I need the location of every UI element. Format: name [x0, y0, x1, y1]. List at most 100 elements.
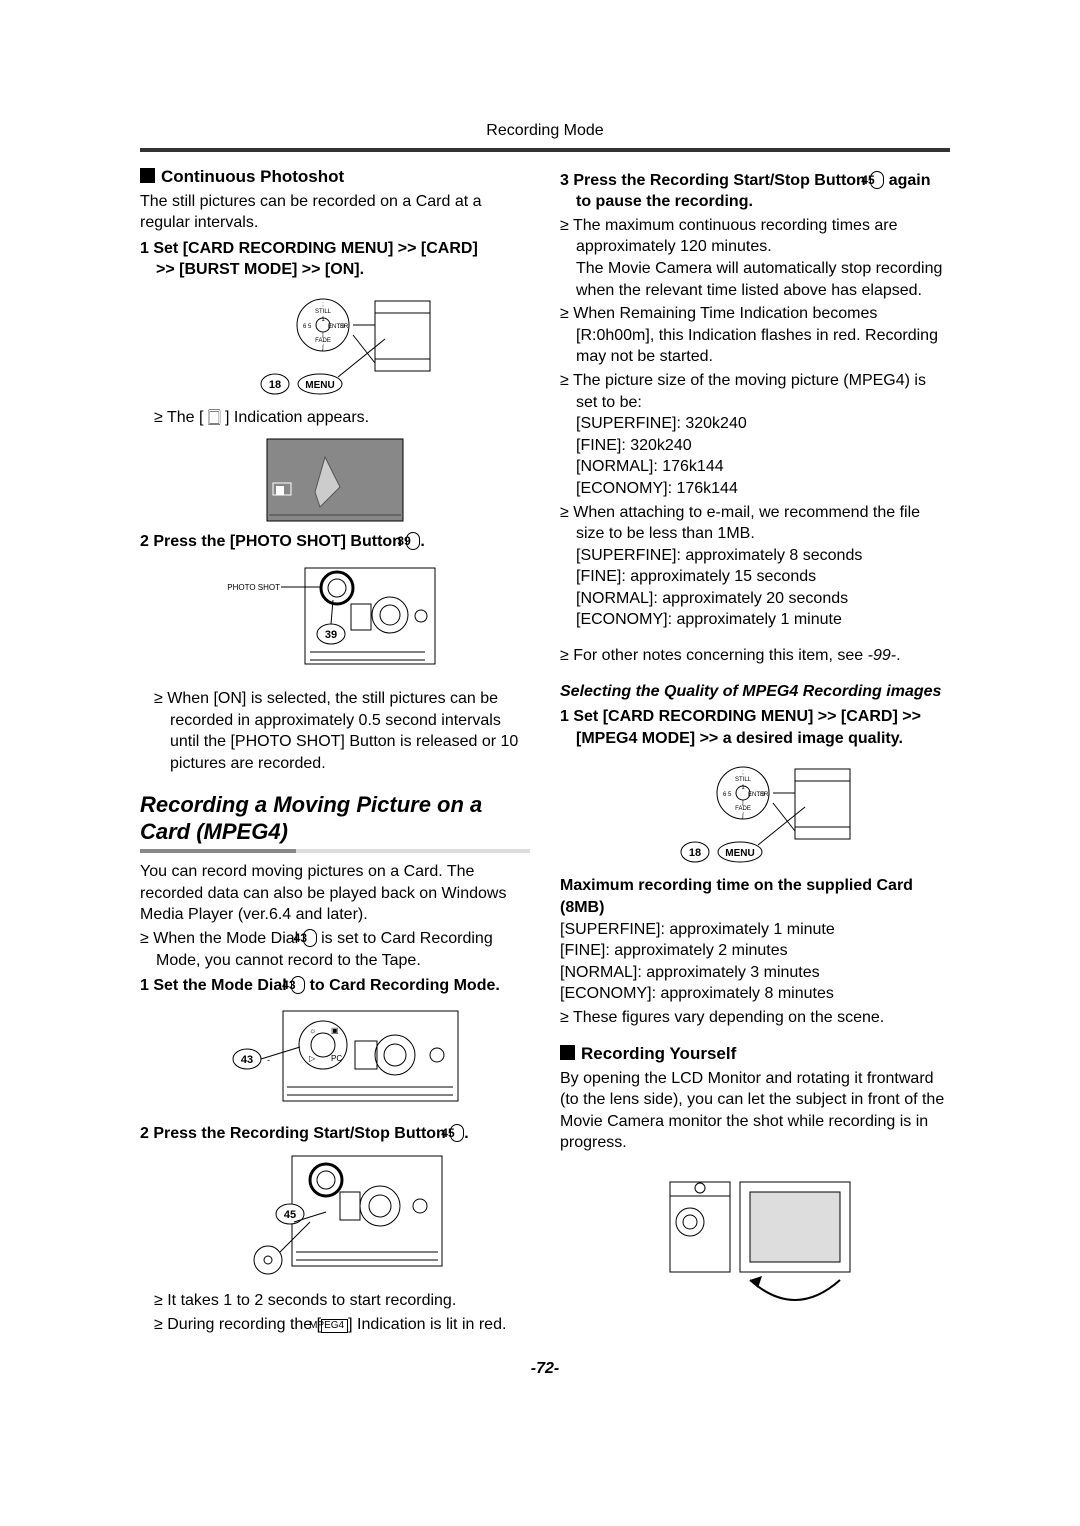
step-2-photoshot: 2 Press the [PHOTO SHOT] Button 39. — [140, 531, 530, 553]
note-b: ] Indication is lit in red. — [348, 1316, 506, 1333]
startstop-diagram-icon: 45 — [220, 1152, 450, 1282]
page-header: Recording Mode — [140, 120, 950, 142]
mode-dial-diagram-icon: ☼ ▣ ▷ PC 43 - — [205, 1005, 465, 1115]
square-bullet-icon — [560, 1045, 575, 1060]
email-economy: [ECONOMY]: approximately 1 minute — [560, 609, 950, 631]
svg-text:43: 43 — [241, 1054, 253, 1066]
step-text-a: 1 Set the Mode Dial — [140, 977, 291, 994]
mode-dial-figure: ☼ ▣ ▷ PC 43 - — [140, 1005, 530, 1115]
step-2-startstop: 2 Press the Recording Start/Stop Button … — [140, 1123, 530, 1145]
intro-text: The still pictures can be recorded on a … — [140, 191, 530, 234]
ref-text-a: For other notes concerning this item, se… — [573, 647, 867, 664]
max-recording-heading: Maximum recording time on the supplied C… — [560, 875, 950, 918]
step-text: 1 Set [CARD RECORDING MENU] >> [CARD] — [140, 240, 478, 257]
sample-photo-icon — [265, 437, 405, 523]
email-normal: [NORMAL]: approximately 20 seconds — [560, 588, 950, 610]
step-text-a: 3 Press the Recording Start/Stop Button — [560, 172, 870, 189]
svg-text:6 5: 6 5 — [303, 324, 312, 330]
svg-text:: 9: : 9 — [758, 792, 765, 798]
photoshot-diagram-icon: PHOTO SHOT 39 — [225, 560, 445, 680]
startstop-figure: 45 — [140, 1152, 530, 1282]
size-normal: [NORMAL]: 176k144 — [560, 456, 950, 478]
svg-text:▣: ▣ — [331, 1026, 339, 1035]
square-bullet-icon — [140, 168, 155, 183]
email-superfine: [SUPERFINE]: approximately 8 seconds — [560, 545, 950, 567]
email-note: When attaching to e-mail, we recommend t… — [560, 502, 950, 545]
svg-text:MENU: MENU — [725, 848, 754, 859]
lcd-rotate-diagram-icon — [650, 1162, 860, 1302]
size-superfine: [SUPERFINE]: 320k240 — [560, 413, 950, 435]
svg-text:: 9: : 9 — [338, 324, 345, 330]
size-fine: [FINE]: 320k240 — [560, 435, 950, 457]
mpeg4-indicator-icon: MPEG4 — [321, 1319, 348, 1333]
svg-text:∫: ∫ — [321, 331, 324, 338]
menu-diagram-icon: ; STILL 1 6 5 ENTER : 9 ∫ FADE ∫ 18 MENU — [645, 757, 865, 867]
step-text-end: . — [420, 533, 424, 550]
page-ref-99: -99- — [868, 647, 896, 664]
mpeg4-title: Recording a Moving Picture on a Card (MP… — [140, 792, 530, 845]
step-text-a: 2 Press the Recording Start/Stop Button — [140, 1125, 450, 1142]
takes-seconds-note: It takes 1 to 2 seconds to start recordi… — [154, 1290, 530, 1312]
svg-text:∫: ∫ — [321, 344, 324, 351]
svg-text:MENU: MENU — [305, 380, 334, 391]
mpeg4-indication-note: During recording the [MPEG4] Indication … — [154, 1314, 530, 1336]
ref-39-pill: 39 — [406, 532, 420, 550]
step-1-burst: 1 Set [CARD RECORDING MENU] >> [CARD] — [140, 238, 530, 260]
svg-text:-: - — [267, 1055, 270, 1065]
menu-diagram-icon: ; STILL 1 6 5 ENTER : 9 ∫ FADE ∫ 18 MENU — [225, 289, 445, 399]
max-normal: [NORMAL]: approximately 3 minutes — [560, 962, 950, 984]
step-text-b: to Card Recording Mode. — [305, 977, 500, 994]
recording-yourself-heading: Recording Yourself — [560, 1043, 950, 1066]
svg-text:STILL: STILL — [735, 777, 752, 783]
ref-45-pill: 45 — [870, 171, 884, 189]
mpeg4-intro: You can record moving pictures on a Card… — [140, 861, 530, 926]
svg-text:STILL: STILL — [315, 309, 332, 315]
max-economy: [ECONOMY]: approximately 8 minutes — [560, 983, 950, 1005]
sample-photo-figure — [140, 437, 530, 523]
heading-text: Recording Yourself — [581, 1044, 736, 1063]
max-fine: [FINE]: approximately 2 minutes — [560, 940, 950, 962]
svg-text:∫: ∫ — [741, 799, 744, 806]
picture-size-note: The picture size of the moving picture (… — [560, 370, 950, 413]
figures-vary-note: These figures vary depending on the scen… — [560, 1007, 950, 1029]
step-3-pause: 3 Press the Recording Start/Stop Button … — [560, 170, 950, 213]
svg-text:18: 18 — [689, 847, 701, 859]
mode-dial-note: When the Mode Dial 43 is set to Card Rec… — [140, 928, 530, 971]
svg-text:39: 39 — [325, 629, 337, 641]
ref-43-pill: 43 — [291, 976, 305, 994]
quality-step-1: 1 Set [CARD RECORDING MENU] >> [CARD] >>… — [560, 706, 950, 749]
svg-text:FADE: FADE — [735, 806, 751, 812]
remaining-time-note: When Remaining Time Indication becomes [… — [560, 303, 950, 368]
svg-text:FADE: FADE — [315, 338, 331, 344]
ref-45-pill: 45 — [450, 1124, 464, 1142]
svg-text:∫: ∫ — [741, 812, 744, 819]
svg-text:PHOTO SHOT: PHOTO SHOT — [227, 583, 280, 592]
lcd-rotate-figure — [560, 1162, 950, 1302]
svg-text:;: ; — [742, 770, 744, 776]
selecting-quality-heading: Selecting the Quality of MPEG4 Recording… — [560, 681, 950, 703]
right-column: 3 Press the Recording Start/Stop Button … — [560, 166, 950, 1336]
max-time-note: The maximum continuous recording times a… — [560, 215, 950, 258]
step-text-b: . — [464, 1125, 468, 1142]
photoshot-button-figure: PHOTO SHOT 39 — [140, 560, 530, 680]
auto-stop-note: The Movie Camera will automatically stop… — [560, 258, 950, 301]
two-column-layout: Continuous Photoshot The still pictures … — [140, 166, 950, 1336]
step-1-cont: >> [BURST MODE] >> [ON]. — [140, 259, 530, 281]
svg-text:18: 18 — [269, 379, 281, 391]
other-notes-ref: For other notes concerning this item, se… — [560, 645, 950, 667]
svg-text:6 5: 6 5 — [723, 792, 732, 798]
page-rule — [140, 148, 950, 152]
recording-yourself-body: By opening the LCD Monitor and rotating … — [560, 1068, 950, 1154]
page-number: -72- — [140, 1358, 950, 1380]
size-economy: [ECONOMY]: 176k144 — [560, 478, 950, 500]
svg-text:▷: ▷ — [309, 1054, 316, 1063]
heading-text: Continuous Photoshot — [161, 167, 344, 186]
note-a: During recording the [ — [167, 1316, 321, 1333]
svg-text:;: ; — [322, 302, 324, 308]
step-text: 2 Press the [PHOTO SHOT] Button — [140, 533, 406, 550]
left-column: Continuous Photoshot The still pictures … — [140, 166, 530, 1336]
svg-text:☼: ☼ — [309, 1026, 316, 1035]
on-selected-note: When [ON] is selected, the still picture… — [154, 688, 530, 774]
email-fine: [FINE]: approximately 15 seconds — [560, 566, 950, 588]
svg-text:PC: PC — [331, 1054, 342, 1063]
